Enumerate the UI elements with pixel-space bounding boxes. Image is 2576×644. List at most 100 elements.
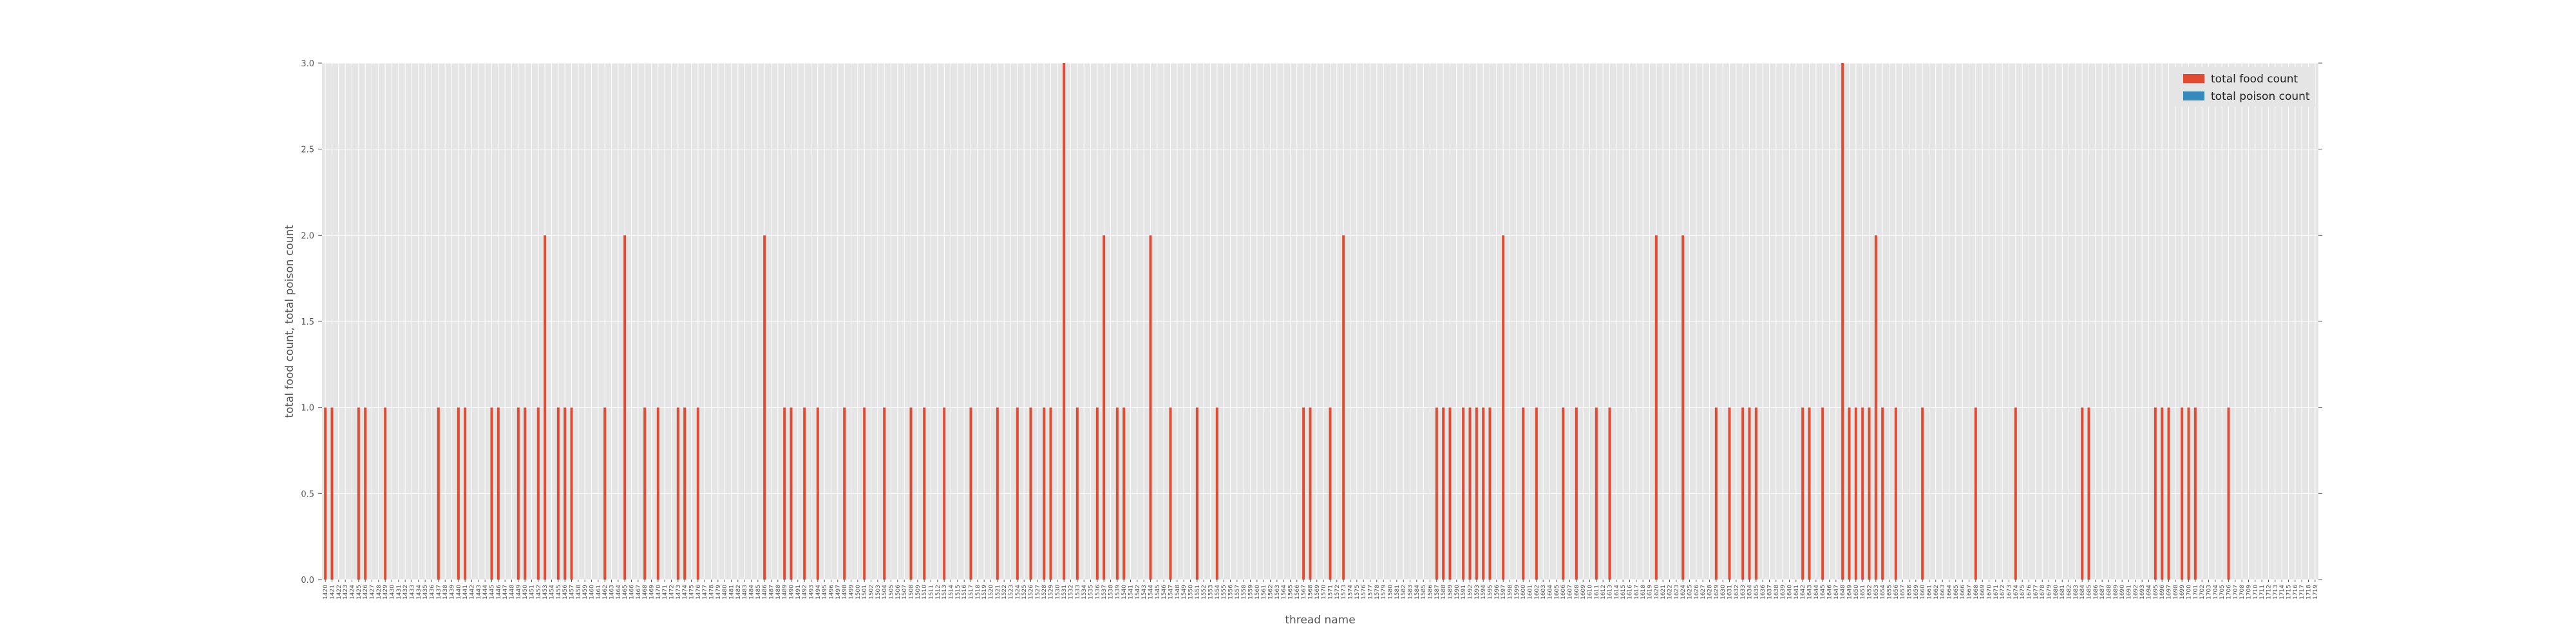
x-tick-label: 1700 [2186, 585, 2193, 600]
x-tick-label: 1597 [1501, 585, 1507, 600]
x-tick-label: 1541 [1128, 585, 1135, 600]
x-tick-label: 1477 [702, 585, 708, 600]
x-tick-label: 1510 [922, 585, 928, 600]
x-tick-label: 1631 [1727, 585, 1734, 600]
x-tick-label: 1521 [995, 585, 1001, 600]
x-tick-label: 1647 [1833, 585, 1840, 600]
x-tick-label: 1442 [469, 585, 476, 600]
bar-food [1562, 407, 1565, 580]
bar-food [1122, 407, 1126, 580]
bar-food [1049, 407, 1052, 580]
x-tick-label: 1608 [1574, 585, 1580, 600]
bar-food [1016, 407, 1019, 580]
x-tick-label: 1655 [1887, 585, 1893, 600]
x-tick-label: 1589 [1448, 585, 1454, 600]
bar-food [696, 407, 699, 580]
x-tick-label: 1468 [642, 585, 649, 600]
x-tick-label: 1708 [2239, 585, 2246, 600]
x-tick-label: 1713 [2273, 585, 2279, 600]
x-tick-label: 1577 [1368, 585, 1374, 600]
y-tick-label: 0.0 [301, 576, 314, 585]
x-tick-label: 1490 [789, 585, 795, 600]
bar-food [1468, 407, 1472, 580]
x-tick-label: 1429 [383, 585, 389, 600]
y-tick-label: 0.5 [301, 489, 314, 499]
x-tick-label: 1458 [576, 585, 582, 600]
bar-food [790, 407, 793, 580]
x-tick-label: 1551 [1195, 585, 1201, 600]
bar-food [1861, 407, 1864, 580]
x-tick-label: 1640 [1787, 585, 1794, 600]
legend-label-food: total food count [2211, 73, 2298, 86]
x-tick-label: 1522 [1001, 585, 1008, 600]
bar-food [816, 407, 819, 580]
bar-food [969, 407, 972, 580]
x-tick-label: 1601 [1528, 585, 1534, 600]
x-tick-label: 1486 [762, 585, 768, 600]
x-tick-label: 1626 [1694, 585, 1700, 600]
bar-food [1195, 407, 1198, 580]
bar-food [1029, 407, 1032, 580]
x-tick-label: 1669 [1980, 585, 1986, 600]
x-tick-label: 1550 [1188, 585, 1195, 600]
x-tick-label: 1662 [1933, 585, 1940, 600]
bar-food [763, 235, 766, 580]
x-tick-label: 1478 [709, 585, 715, 600]
x-tick-label: 1634 [1747, 585, 1754, 600]
x-tick-label: 1495 [822, 585, 828, 600]
bar-food [564, 407, 567, 580]
bar-food [1043, 407, 1046, 580]
x-tick-label: 1604 [1548, 585, 1554, 600]
x-tick-label: 1653 [1873, 585, 1880, 600]
x-tick-label: 1456 [562, 585, 569, 600]
bar-food [1854, 407, 1857, 580]
bar-food [2167, 407, 2170, 580]
x-tick-label: 1687 [2099, 585, 2106, 600]
x-tick-label: 1538 [1108, 585, 1115, 600]
x-tick-label: 1673 [2007, 585, 2013, 600]
bar-food [464, 407, 467, 580]
x-tick-label: 1665 [1953, 585, 1960, 600]
bar-food [1841, 63, 1844, 580]
x-tick-label: 1686 [2093, 585, 2099, 600]
x-tick-label: 1545 [1155, 585, 1161, 600]
x-tick-label: 1479 [715, 585, 722, 600]
x-tick-label: 1443 [476, 585, 482, 600]
bar-food [1894, 407, 1897, 580]
bar-food [1075, 407, 1079, 580]
x-tick-label: 1618 [1640, 585, 1647, 600]
x-tick-label: 1481 [729, 585, 735, 600]
x-tick-label: 1588 [1441, 585, 1447, 600]
bar-food [1063, 63, 1066, 580]
x-tick-label: 1684 [2079, 585, 2086, 600]
x-tick-label: 1654 [1880, 585, 1886, 600]
bar-food [1115, 407, 1119, 580]
x-tick-label: 1524 [1015, 585, 1021, 600]
x-tick-label: 1642 [1800, 585, 1806, 600]
x-tick-label: 1482 [735, 585, 742, 600]
x-tick-label: 1607 [1567, 585, 1574, 600]
bar-food [544, 235, 547, 580]
x-tick-label: 1714 [2279, 585, 2286, 600]
bar-food [1654, 235, 1658, 580]
y-axis-title: total food count, total poison count [283, 225, 296, 418]
x-tick-label: 1530 [1055, 585, 1061, 600]
x-tick-label: 1459 [582, 585, 589, 600]
x-tick-label: 1454 [549, 585, 556, 600]
y-tick-label: 1.5 [301, 317, 314, 327]
x-tick-label: 1679 [2047, 585, 2053, 600]
x-tick-label: 1680 [2053, 585, 2060, 600]
bar-food [843, 407, 846, 580]
x-tick-label: 1548 [1175, 585, 1181, 600]
x-tick-label: 1675 [2020, 585, 2026, 600]
x-tick-label: 1567 [1301, 585, 1307, 600]
bar-food [1522, 407, 1525, 580]
y-tick-label: 2.5 [301, 146, 314, 155]
bar-food [1974, 407, 1977, 580]
x-tick-label: 1540 [1121, 585, 1128, 600]
x-tick-label: 1633 [1740, 585, 1747, 600]
x-tick-label: 1666 [1960, 585, 1966, 600]
x-tick-label: 1450 [522, 585, 529, 600]
x-tick-label: 1554 [1215, 585, 1221, 600]
